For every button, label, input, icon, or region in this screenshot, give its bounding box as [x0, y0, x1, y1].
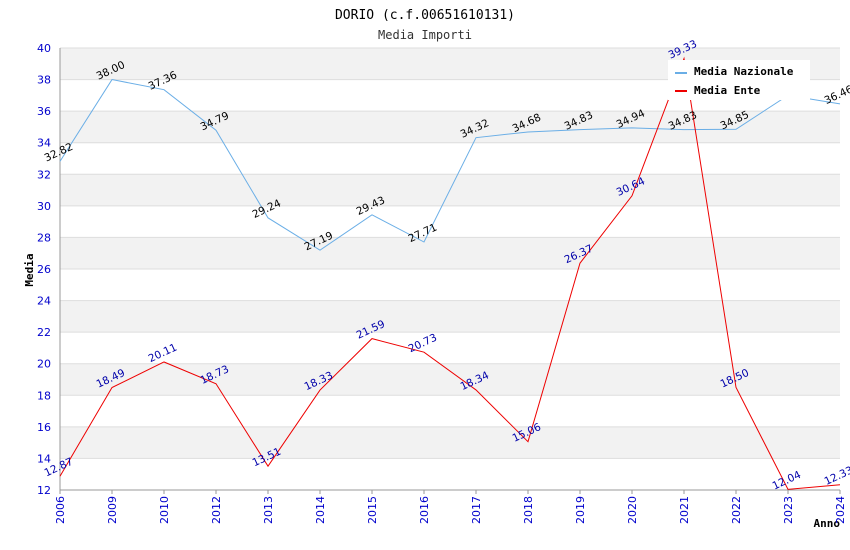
grid-band: [60, 332, 840, 364]
x-tick-label: 2024: [834, 496, 847, 524]
grid-band: [60, 426, 840, 459]
y-tick-label: 32: [37, 168, 51, 181]
x-tick-label: 2017: [470, 496, 483, 524]
x-tick-label: 2023: [782, 496, 795, 524]
grid-lines: [60, 47, 840, 491]
grid-band: [60, 142, 840, 175]
legend-box: [668, 60, 810, 100]
x-tick-label: 2013: [262, 496, 275, 524]
y-axis-title: Media: [23, 253, 36, 286]
x-tick-label: 2015: [366, 496, 379, 524]
legend-label-nazionale: Media Nazionale: [694, 65, 794, 78]
series-line-nazionale: [59, 79, 841, 251]
y-tick-label: 22: [37, 326, 51, 339]
y-tick-label: 28: [37, 231, 51, 244]
y-tick-label: 26: [37, 263, 51, 276]
x-axis-title: Anno: [814, 517, 841, 530]
x-tick-label: 2010: [158, 496, 171, 524]
x-tick-label: 2009: [106, 496, 119, 524]
x-tick-label: 2021: [678, 496, 691, 524]
x-tick-label: 2019: [574, 496, 587, 524]
y-tick-label: 14: [37, 452, 51, 465]
x-tick-label: 2016: [418, 496, 431, 524]
x-tick-label: 2020: [626, 496, 639, 524]
grid-band: [60, 269, 840, 301]
legend-label-ente: Media Ente: [694, 84, 761, 97]
series-line-ente: [59, 56, 841, 490]
y-tick-label: 18: [37, 389, 51, 402]
grid-band: [60, 205, 840, 238]
x-tick-labels: 2006 2009 2010 2012 2013 2014 2015 2016 2017 2018…: [54, 490, 847, 524]
grid-band: [60, 300, 840, 333]
grid-band: [60, 363, 840, 396]
grid-band: [60, 395, 840, 427]
x-tick-label: 2012: [210, 496, 223, 524]
grid-band: [60, 237, 840, 269]
chart-title: DORIO (c.f.00651610131): [335, 8, 515, 23]
y-tick-label: 40: [37, 42, 51, 55]
x-tick-label: 2014: [314, 496, 327, 524]
y-tick-labels: 12 14 16 18 20 22 24 26 28 30 32 34 36 38 40: [37, 42, 51, 497]
y-tick-label: 20: [37, 358, 51, 371]
grid-band: [60, 458, 840, 490]
y-tick-label: 34: [37, 137, 51, 150]
y-tick-label: 24: [37, 295, 51, 308]
y-tick-label: 30: [37, 200, 51, 213]
legend: Media Nazionale Media Ente: [668, 60, 810, 100]
x-tick-label: 2006: [54, 496, 67, 524]
x-tick-label: 2022: [730, 496, 743, 524]
y-tick-label: 36: [37, 105, 51, 118]
x-tick-label: 2018: [522, 496, 535, 524]
chart-subtitle: Media Importi: [378, 28, 472, 42]
y-tick-label: 16: [37, 421, 51, 434]
y-tick-label: 38: [37, 74, 51, 87]
series-lines: [59, 56, 841, 490]
y-tick-label: 12: [37, 484, 51, 497]
grid-bands: [60, 48, 840, 490]
grid-band: [60, 111, 840, 143]
